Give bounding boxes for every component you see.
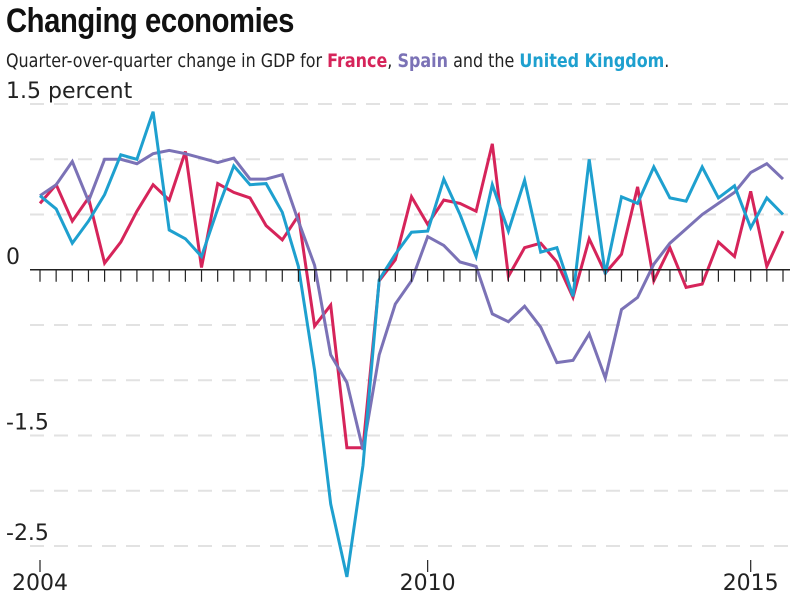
subtitle-mid: and the xyxy=(447,50,520,72)
series-line-united-kingdom xyxy=(39,111,785,578)
x-tick-label: 2004 xyxy=(12,571,68,596)
chart-subtitle: Quarter-over-quarter change in GDP for F… xyxy=(6,50,669,72)
legend-france: France xyxy=(327,50,388,72)
series-line-france xyxy=(38,143,785,450)
legend-uk: United Kingdom xyxy=(519,50,665,72)
x-tick-label: 2010 xyxy=(400,571,456,596)
tick-labels: 1.5 percent 0 -1.5 -2.5 2004 2010 2015 xyxy=(6,79,779,596)
y-tick-label: 1.5 percent xyxy=(6,79,133,104)
y-tick-label: 0 xyxy=(6,245,20,270)
legend-spain: Spain xyxy=(397,50,448,72)
subtitle-sep: , xyxy=(387,50,398,72)
chart-title: Changing economies xyxy=(6,2,294,40)
axes xyxy=(30,268,790,572)
subtitle-prefix: Quarter-over-quarter change in GDP for xyxy=(6,50,328,72)
y-tick-label: -2.5 xyxy=(6,521,49,546)
y-tick-label: -1.5 xyxy=(6,411,49,436)
grid-lines xyxy=(30,103,790,547)
subtitle-suffix: . xyxy=(664,50,670,72)
series-lines xyxy=(38,111,785,578)
x-tick-label: 2015 xyxy=(723,571,779,596)
